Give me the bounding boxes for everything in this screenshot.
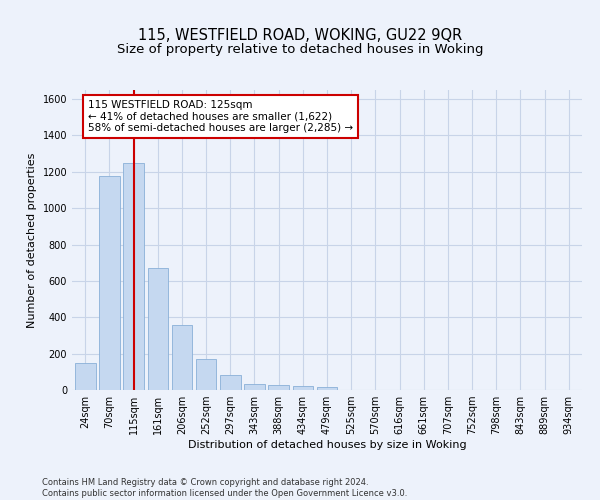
Bar [172,324,192,390]
Text: Contains HM Land Registry data © Crown copyright and database right 2024.
Contai: Contains HM Land Registry data © Crown c… [42,478,407,498]
Bar [244,384,265,390]
Bar [317,388,337,390]
Text: Size of property relative to detached houses in Woking: Size of property relative to detached ho… [117,42,483,56]
Text: 115, WESTFIELD ROAD, WOKING, GU22 9QR: 115, WESTFIELD ROAD, WOKING, GU22 9QR [138,28,462,42]
Bar [220,376,241,390]
Bar [124,162,144,390]
Bar [196,359,217,390]
Y-axis label: Number of detached properties: Number of detached properties [27,152,37,328]
Bar [75,362,95,390]
Bar [293,386,313,390]
X-axis label: Distribution of detached houses by size in Woking: Distribution of detached houses by size … [188,440,466,450]
Bar [268,386,289,390]
Bar [99,176,120,390]
Text: 115 WESTFIELD ROAD: 125sqm
← 41% of detached houses are smaller (1,622)
58% of s: 115 WESTFIELD ROAD: 125sqm ← 41% of deta… [88,100,353,133]
Bar [148,268,168,390]
